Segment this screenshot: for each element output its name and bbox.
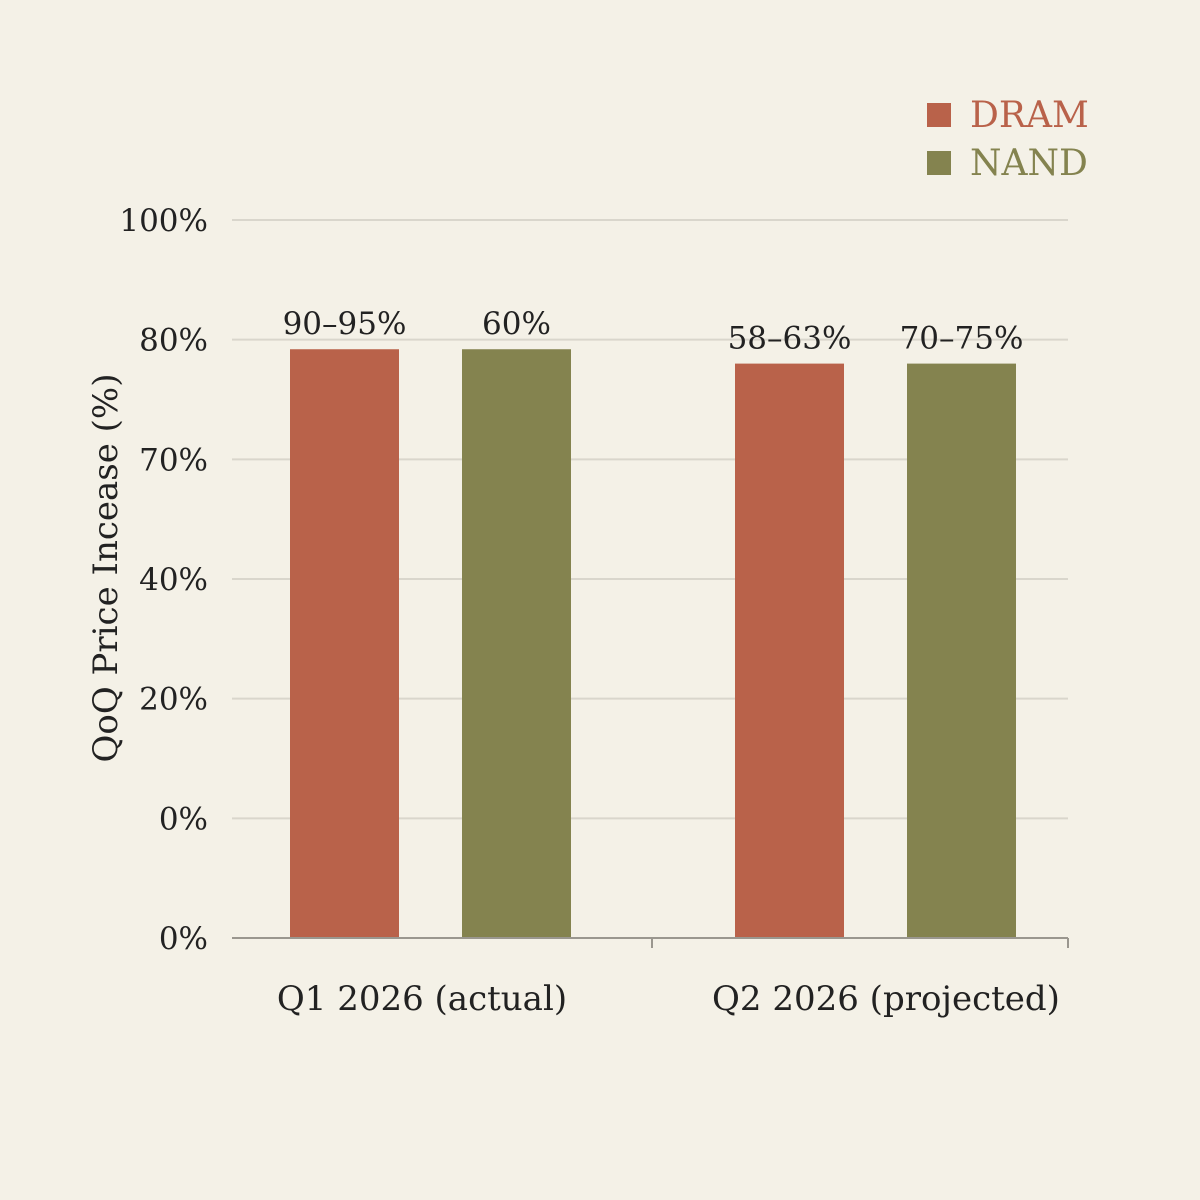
bars: [290, 349, 1016, 939]
y-tick-label: 80%: [139, 323, 208, 359]
bar-nand: [907, 363, 1016, 939]
legend-swatch-nand: [927, 151, 951, 175]
legend: DRAM NAND: [927, 95, 1089, 184]
data-label: 90–95%: [283, 306, 407, 342]
legend-swatch-dram: [927, 103, 951, 127]
x-axis: Q1 2026 (actual) Q2 2026 (projected): [232, 937, 1069, 1019]
x-category-label: Q1 2026 (actual): [277, 979, 567, 1019]
y-tick-label: 0%: [159, 921, 208, 957]
y-tick-label: 40%: [139, 562, 208, 598]
y-axis-title: QoQ Price Incease (%): [86, 374, 126, 763]
bar-dram: [290, 349, 399, 938]
y-tick-label: 0%: [159, 801, 208, 837]
y-axis-ticks: 0% 0% 20% 40% 70% 80% 100%: [119, 203, 208, 957]
legend-label-dram: DRAM: [970, 95, 1089, 136]
data-label: 58–63%: [728, 321, 852, 357]
x-category-label: Q2 2026 (projected): [712, 979, 1060, 1019]
data-label: 60%: [482, 306, 551, 342]
bar-dram: [735, 363, 844, 939]
data-label: 70–75%: [900, 321, 1024, 357]
y-tick-label: 20%: [139, 682, 208, 718]
y-tick-label: 100%: [119, 203, 208, 239]
legend-label-nand: NAND: [970, 143, 1088, 184]
y-tick-label: 70%: [139, 442, 208, 478]
bar-nand: [462, 349, 571, 938]
data-labels: 90–95% 60% 58–63% 70–75%: [283, 306, 1024, 356]
